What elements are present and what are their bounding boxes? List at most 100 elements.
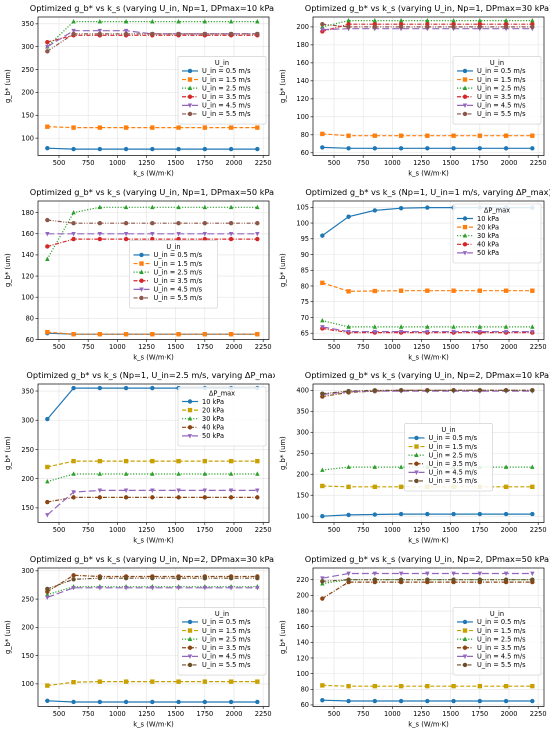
data-point bbox=[202, 575, 208, 580]
data-point bbox=[150, 575, 155, 580]
y-tick-label: 85 bbox=[301, 266, 309, 274]
data-point bbox=[123, 458, 129, 464]
data-point bbox=[202, 18, 208, 24]
data-point bbox=[398, 511, 404, 517]
y-tick-label: 100 bbox=[21, 680, 34, 688]
series-line bbox=[46, 33, 258, 52]
legend: U_inU_in = 0.5 m/sU_in = 1.5 m/sU_in = 2… bbox=[404, 423, 493, 492]
data-point bbox=[255, 125, 260, 130]
y-tick-label: 105 bbox=[296, 203, 309, 211]
y-axis-label: g_b* (um) bbox=[279, 619, 287, 653]
series-1 bbox=[45, 145, 260, 152]
data-point bbox=[228, 125, 234, 130]
data-point bbox=[97, 204, 103, 209]
x-tick-label: 1250 bbox=[413, 710, 430, 718]
data-point bbox=[372, 388, 378, 393]
data-point bbox=[372, 146, 378, 151]
data-point bbox=[255, 699, 260, 704]
data-point bbox=[123, 204, 129, 209]
data-point bbox=[398, 388, 404, 393]
data-point bbox=[451, 388, 456, 393]
data-point bbox=[477, 577, 483, 582]
x-tick-label: 1000 bbox=[109, 526, 126, 534]
chart-panel-8: Optimized g_b* vs k_s (varying U_in, Np=… bbox=[279, 554, 550, 729]
data-point bbox=[503, 571, 509, 576]
x-tick-label: 2250 bbox=[255, 159, 272, 167]
x-tick-label: 500 bbox=[328, 710, 341, 718]
data-point bbox=[71, 576, 76, 582]
y-tick-label: 400 bbox=[296, 387, 309, 395]
y-tick-label: 200 bbox=[296, 591, 309, 599]
series-3 bbox=[45, 18, 260, 49]
legend-entry: U_in = 2.5 m/s bbox=[477, 84, 526, 92]
data-point bbox=[530, 511, 535, 517]
data-point bbox=[202, 471, 208, 476]
data-point bbox=[45, 416, 50, 422]
y-tick-label: 300 bbox=[296, 429, 309, 437]
legend-entry: 50 kPa bbox=[202, 432, 224, 440]
series-3 bbox=[320, 317, 535, 329]
chart-panel-1: Optimized g_b* vs k_s (varying U_in, Np=… bbox=[4, 3, 275, 178]
y-tick-label: 160 bbox=[21, 230, 34, 238]
data-point bbox=[320, 391, 325, 396]
data-point bbox=[71, 490, 76, 495]
data-point bbox=[97, 31, 103, 37]
y-tick-label: 65 bbox=[301, 329, 309, 337]
data-point bbox=[71, 458, 76, 464]
data-point bbox=[150, 146, 155, 152]
data-point bbox=[320, 697, 325, 702]
data-point bbox=[150, 699, 155, 704]
legend-entry: 30 kPa bbox=[202, 415, 224, 423]
data-point bbox=[45, 217, 50, 222]
plot-frame bbox=[312, 16, 545, 156]
data-point bbox=[255, 236, 260, 241]
y-tick-label: 100 bbox=[21, 134, 34, 142]
x-tick-label: 1750 bbox=[471, 710, 488, 718]
data-point bbox=[150, 31, 155, 37]
data-point bbox=[320, 145, 325, 150]
legend-entry: U_in = 1.5 m/s bbox=[154, 259, 203, 267]
data-point bbox=[71, 331, 76, 336]
data-point bbox=[398, 17, 404, 23]
x-tick-label: 2250 bbox=[530, 343, 547, 351]
x-tick-label: 1000 bbox=[384, 710, 401, 718]
data-point bbox=[176, 220, 181, 225]
data-point bbox=[425, 698, 430, 703]
data-point bbox=[320, 317, 325, 322]
x-axis-label: k_s (W/m·K) bbox=[408, 170, 449, 178]
data-point bbox=[255, 458, 260, 464]
data-point bbox=[503, 24, 509, 30]
legend-entry: U_in = 0.5 m/s bbox=[477, 618, 526, 626]
data-point bbox=[477, 133, 483, 138]
data-point bbox=[398, 484, 404, 490]
legend-title: ΔP_max bbox=[209, 390, 235, 398]
data-point bbox=[202, 678, 208, 684]
x-tick-label: 1500 bbox=[442, 159, 459, 167]
data-point bbox=[372, 288, 378, 293]
series-2 bbox=[45, 329, 260, 336]
legend-marker bbox=[187, 111, 193, 117]
data-point bbox=[97, 488, 103, 493]
data-point bbox=[503, 577, 509, 582]
data-point bbox=[255, 204, 260, 209]
series-1 bbox=[320, 145, 535, 151]
legend-entry: 40 kPa bbox=[202, 424, 224, 432]
y-tick-label: 140 bbox=[296, 638, 309, 646]
x-tick-label: 1250 bbox=[138, 343, 155, 351]
data-point bbox=[425, 17, 430, 23]
data-point bbox=[346, 214, 351, 219]
data-point bbox=[346, 17, 351, 23]
legend-entry: U_in = 3.5 m/s bbox=[202, 93, 251, 101]
legend: U_inU_in = 0.5 m/sU_in = 1.5 m/sU_in = 2… bbox=[129, 239, 218, 308]
x-tick-label: 1000 bbox=[384, 526, 401, 534]
data-point bbox=[97, 220, 103, 225]
legend-title: U_in bbox=[166, 242, 180, 250]
data-point bbox=[477, 146, 483, 151]
data-point bbox=[372, 207, 378, 213]
data-point bbox=[97, 18, 103, 24]
legend-marker bbox=[462, 77, 468, 82]
data-point bbox=[123, 699, 129, 704]
data-point bbox=[202, 231, 208, 236]
data-point bbox=[530, 577, 535, 582]
data-point bbox=[346, 24, 351, 30]
